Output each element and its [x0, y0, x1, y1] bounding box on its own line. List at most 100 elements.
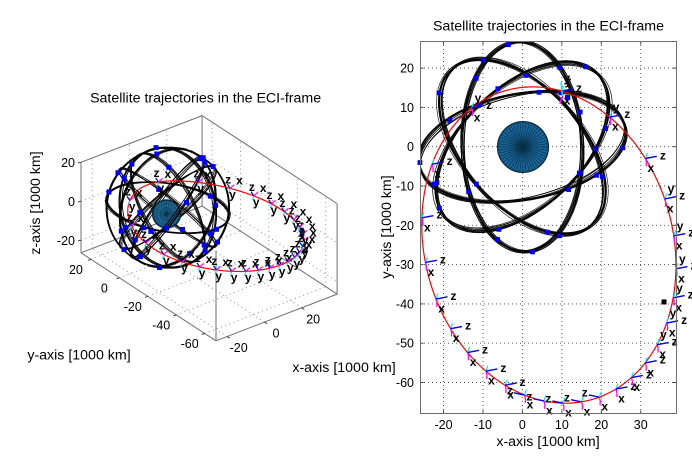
svg-text:x: x [310, 226, 317, 240]
svg-text:z: z [660, 353, 666, 367]
svg-text:x: x [286, 250, 293, 264]
svg-text:z: z [582, 386, 588, 400]
svg-text:z: z [241, 255, 247, 269]
svg-text:x: x [647, 365, 654, 379]
svg-text:x: x [265, 255, 272, 269]
svg-text:x: x [584, 404, 591, 418]
svg-text:x: x [648, 161, 655, 175]
svg-text:x: x [309, 219, 316, 233]
svg-text:x: x [238, 256, 245, 270]
svg-text:0: 0 [407, 140, 414, 154]
svg-text:y: y [294, 256, 301, 270]
svg-text:x: x [659, 347, 666, 361]
svg-text:-10: -10 [474, 418, 492, 432]
svg-text:x: x [236, 173, 243, 187]
svg-text:y: y [293, 219, 300, 233]
svg-text:-60: -60 [181, 337, 199, 351]
svg-text:y: y [197, 181, 204, 195]
svg-text:y: y [269, 267, 276, 281]
svg-text:x: x [470, 355, 477, 369]
svg-text:-20: -20 [396, 219, 414, 233]
svg-text:y: y [564, 71, 571, 85]
svg-text:z: z [526, 389, 532, 403]
svg-text:x: x [136, 186, 143, 200]
svg-text:x: x [565, 406, 572, 420]
svg-text:z: z [193, 166, 199, 180]
svg-text:z: z [450, 289, 456, 303]
svg-text:y-axis [1000 km]: y-axis [1000 km] [379, 175, 395, 278]
svg-text:x: x [424, 220, 431, 234]
svg-text:y: y [677, 219, 684, 233]
svg-text:x: x [453, 331, 460, 345]
svg-text:x: x [138, 211, 145, 225]
svg-text:z: z [295, 211, 301, 225]
svg-text:y: y [302, 233, 309, 247]
svg-text:z: z [520, 375, 526, 389]
svg-text:y: y [258, 269, 265, 283]
svg-text:x: x [188, 247, 195, 261]
svg-text:y: y [199, 266, 206, 280]
svg-text:z: z [290, 241, 296, 255]
svg-text:y: y [279, 264, 286, 278]
svg-text:x: x [164, 167, 171, 181]
svg-text:y: y [157, 181, 164, 195]
svg-text:z: z [440, 252, 446, 266]
svg-text:x: x [222, 255, 229, 269]
svg-text:-20: -20 [434, 418, 452, 432]
svg-text:z: z [211, 254, 217, 268]
svg-text:x: x [676, 238, 683, 252]
svg-text:x: x [546, 403, 553, 417]
svg-text:z: z [660, 148, 666, 162]
svg-text:z: z [646, 367, 652, 381]
svg-text:-50: -50 [396, 337, 414, 351]
svg-text:y: y [660, 328, 667, 342]
svg-text:0: 0 [101, 281, 108, 295]
svg-text:z: z [295, 236, 301, 250]
svg-text:20: 20 [594, 418, 608, 432]
svg-text:x: x [428, 265, 435, 279]
svg-text:y: y [668, 182, 675, 196]
svg-text:y: y [181, 261, 188, 275]
svg-text:-10: -10 [396, 180, 414, 194]
svg-text:y: y [231, 270, 238, 284]
svg-text:z: z [545, 392, 551, 406]
svg-text:y: y [145, 242, 152, 256]
svg-text:y: y [302, 246, 309, 260]
svg-text:0: 0 [68, 195, 75, 209]
svg-text:z: z [688, 288, 692, 302]
svg-text:z: z [690, 259, 692, 273]
svg-text:z: z [681, 313, 687, 327]
svg-text:x: x [276, 253, 283, 267]
svg-text:x: x [294, 247, 301, 261]
svg-text:z: z [576, 81, 582, 95]
svg-text:-40: -40 [396, 297, 414, 311]
svg-text:20: 20 [400, 62, 414, 76]
svg-text:x: x [306, 212, 313, 226]
svg-text:y: y [245, 270, 252, 284]
svg-text:z-axis [1000 km]: z-axis [1000 km] [28, 151, 44, 254]
svg-text:x: x [306, 237, 313, 251]
svg-text:x: x [152, 228, 159, 242]
svg-text:z: z [141, 227, 147, 241]
svg-text:x: x [634, 380, 641, 394]
svg-text:-60: -60 [396, 376, 414, 390]
svg-text:x: x [564, 94, 571, 108]
svg-text:z: z [279, 196, 285, 210]
svg-text:0: 0 [519, 418, 526, 432]
svg-text:20: 20 [306, 312, 320, 326]
svg-text:z: z [688, 226, 692, 240]
svg-text:z: z [254, 254, 260, 268]
svg-text:x: x [507, 388, 514, 402]
svg-text:x: x [474, 111, 481, 125]
svg-text:z: z [127, 210, 133, 224]
svg-text:z: z [679, 189, 685, 203]
svg-text:z: z [630, 379, 636, 393]
svg-text:z: z [465, 319, 471, 333]
svg-text:x: x [527, 398, 534, 412]
svg-text:-30: -30 [396, 258, 414, 272]
svg-text:y: y [287, 261, 294, 275]
svg-text:10: 10 [400, 101, 414, 115]
svg-text:x-axis [1000 km]: x-axis [1000 km] [292, 360, 395, 376]
svg-text:z: z [486, 98, 492, 112]
svg-text:z: z [227, 255, 233, 269]
